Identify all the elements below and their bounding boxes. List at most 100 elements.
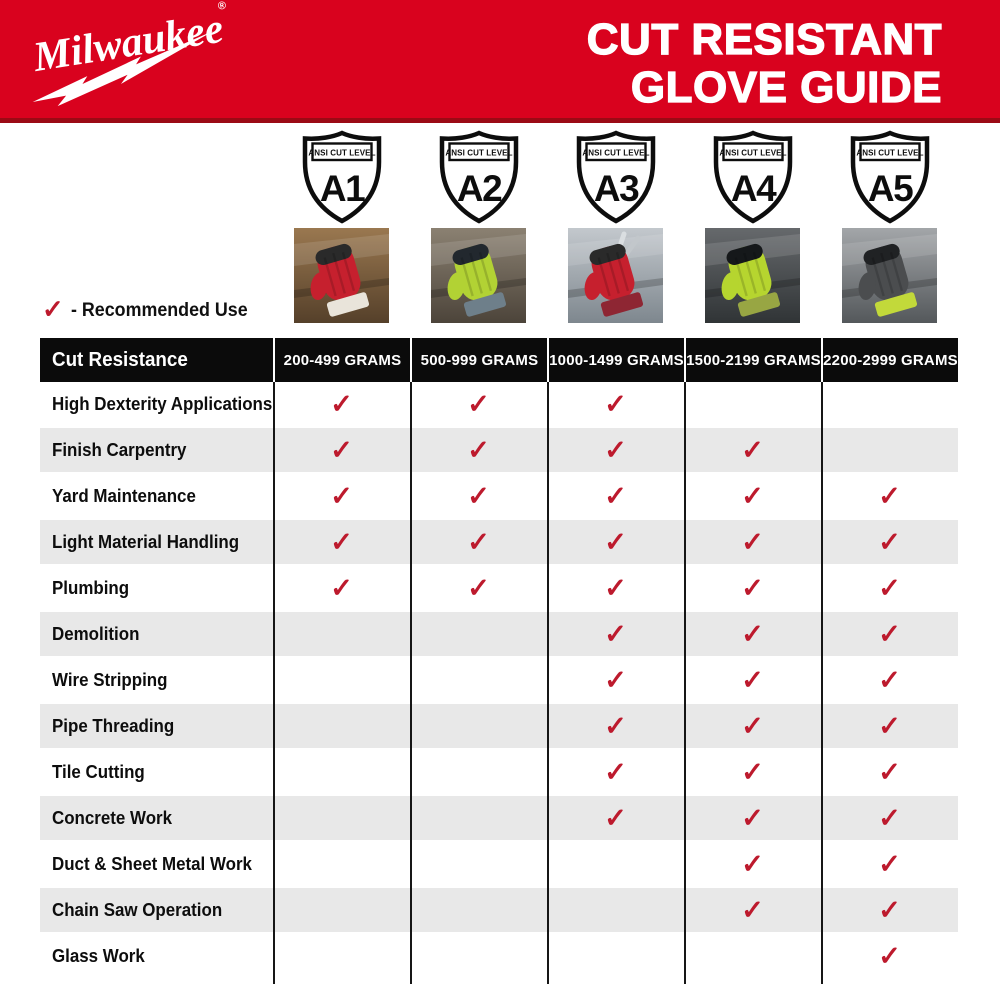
- check-cell: ✓: [273, 520, 410, 564]
- check-icon: ✓: [604, 480, 627, 511]
- check-icon: ✓: [741, 572, 764, 603]
- check-cell: ✓: [547, 382, 684, 426]
- row-label-text: High Dexterity Applications: [52, 393, 273, 414]
- check-cell: ✓: [821, 934, 958, 978]
- empty-cell: [821, 382, 958, 426]
- table-body: High Dexterity Applications ✓ ✓ ✓ Finish Car…: [40, 382, 958, 980]
- glove-shape: [721, 243, 781, 317]
- badge-label-text: ANSI CUT LEVEL: [445, 149, 512, 158]
- table-row: Tile Cutting ✓ ✓ ✓: [40, 750, 958, 796]
- check-cell: ✓: [547, 704, 684, 748]
- table-row: High Dexterity Applications ✓ ✓ ✓: [40, 382, 958, 428]
- row-label: Yard Maintenance: [40, 474, 273, 518]
- row-label: Light Material Handling: [40, 520, 273, 564]
- glove-photo-image: [294, 228, 389, 323]
- empty-cell: [273, 934, 410, 978]
- check-icon: ✓: [330, 572, 353, 603]
- row-label-text: Light Material Handling: [52, 531, 240, 552]
- empty-cell: [410, 842, 547, 886]
- check-icon: ✓: [330, 434, 353, 465]
- check-icon: ✓: [330, 480, 353, 511]
- check-cell: ✓: [684, 566, 821, 610]
- table-row: Finish Carpentry ✓ ✓ ✓ ✓: [40, 428, 958, 474]
- check-icon: ✓: [878, 572, 901, 603]
- table-row: Demolition ✓ ✓ ✓: [40, 612, 958, 658]
- glove-photo-image: [705, 228, 800, 323]
- check-cell: ✓: [821, 842, 958, 886]
- check-cell: ✓: [273, 566, 410, 610]
- row-label-text: Tile Cutting: [52, 761, 145, 782]
- check-cell: ✓: [547, 428, 684, 472]
- check-cell: ✓: [547, 566, 684, 610]
- check-cell: ✓: [547, 658, 684, 702]
- check-cell: ✓: [410, 428, 547, 472]
- empty-cell: [273, 704, 410, 748]
- empty-cell: [410, 888, 547, 932]
- glove-shape: [584, 243, 644, 317]
- check-icon: ✓: [330, 526, 353, 557]
- ansi-badge-a2: ANSI CUT LEVEL A2: [410, 130, 547, 224]
- check-icon: ✓: [741, 710, 764, 741]
- table-header-row: Cut Resistance 200-499 GRAMS 500-999 GRAM…: [40, 338, 958, 382]
- badge-level-text: A3: [593, 168, 638, 209]
- check-cell: ✓: [684, 520, 821, 564]
- badge-level-text: A1: [319, 168, 364, 209]
- shield-badge-icon: ANSI CUT LEVEL A5: [850, 130, 929, 224]
- legend-text: - Recommended Use: [70, 300, 248, 322]
- row-label: Glass Work: [40, 934, 273, 978]
- empty-cell: [684, 934, 821, 978]
- row-label: Chain Saw Operation: [40, 888, 273, 932]
- check-icon: ✓: [878, 618, 901, 649]
- empty-cell: [273, 796, 410, 840]
- empty-cell: [273, 612, 410, 656]
- ansi-badge-a5: ANSI CUT LEVEL A5: [821, 130, 958, 224]
- empty-cell: [547, 888, 684, 932]
- empty-cell: [273, 888, 410, 932]
- check-icon: ✓: [741, 480, 764, 511]
- check-icon: ✓: [467, 434, 490, 465]
- check-icon: ✓: [878, 756, 901, 787]
- title-line-1: CUT RESISTANT: [586, 15, 942, 64]
- row-label: Pipe Threading: [40, 704, 273, 748]
- check-icon: ✓: [741, 756, 764, 787]
- check-icon: ✓: [878, 802, 901, 833]
- row-label-text: Wire Stripping: [52, 669, 168, 690]
- check-cell: ✓: [410, 382, 547, 426]
- check-icon: ✓: [741, 848, 764, 879]
- table-row: Plumbing ✓ ✓ ✓ ✓ ✓: [40, 566, 958, 612]
- check-icon: ✓: [741, 664, 764, 695]
- empty-cell: [410, 750, 547, 794]
- photos-row: ✓ - Recommended Use: [40, 228, 958, 323]
- row-label: Demolition: [40, 612, 273, 656]
- check-icon: ✓: [878, 710, 901, 741]
- check-cell: ✓: [821, 612, 958, 656]
- row-label-text: Finish Carpentry: [52, 439, 187, 460]
- check-icon: ✓: [741, 434, 764, 465]
- check-cell: ✓: [821, 474, 958, 518]
- badge-label-text: ANSI CUT LEVEL: [856, 149, 923, 158]
- check-cell: ✓: [684, 888, 821, 932]
- glove-photo-a3: [547, 228, 684, 323]
- check-icon: ✓: [604, 388, 627, 419]
- banner: Milwaukee ® CUT RESISTANT GLOVE GUIDE: [0, 0, 1000, 123]
- corner-header-text: Cut Resistance: [52, 348, 188, 371]
- badge-level-text: A2: [456, 168, 501, 209]
- check-icon: ✓: [604, 802, 627, 833]
- check-cell: ✓: [273, 474, 410, 518]
- empty-cell: [410, 704, 547, 748]
- check-cell: ✓: [684, 474, 821, 518]
- row-label-text: Pipe Threading: [52, 715, 175, 736]
- check-icon: ✓: [604, 756, 627, 787]
- check-cell: ✓: [547, 474, 684, 518]
- check-cell: ✓: [684, 796, 821, 840]
- column-header: 200-499 GRAMS: [275, 338, 410, 382]
- check-cell: ✓: [273, 428, 410, 472]
- shield-badge-icon: ANSI CUT LEVEL A3: [576, 130, 655, 224]
- empty-cell: [821, 428, 958, 472]
- glove-photo-a5: [821, 228, 958, 323]
- check-cell: ✓: [684, 428, 821, 472]
- table-row: Pipe Threading ✓ ✓ ✓: [40, 704, 958, 750]
- row-label-text: Concrete Work: [52, 807, 173, 828]
- badge-label-text: ANSI CUT LEVEL: [308, 149, 375, 158]
